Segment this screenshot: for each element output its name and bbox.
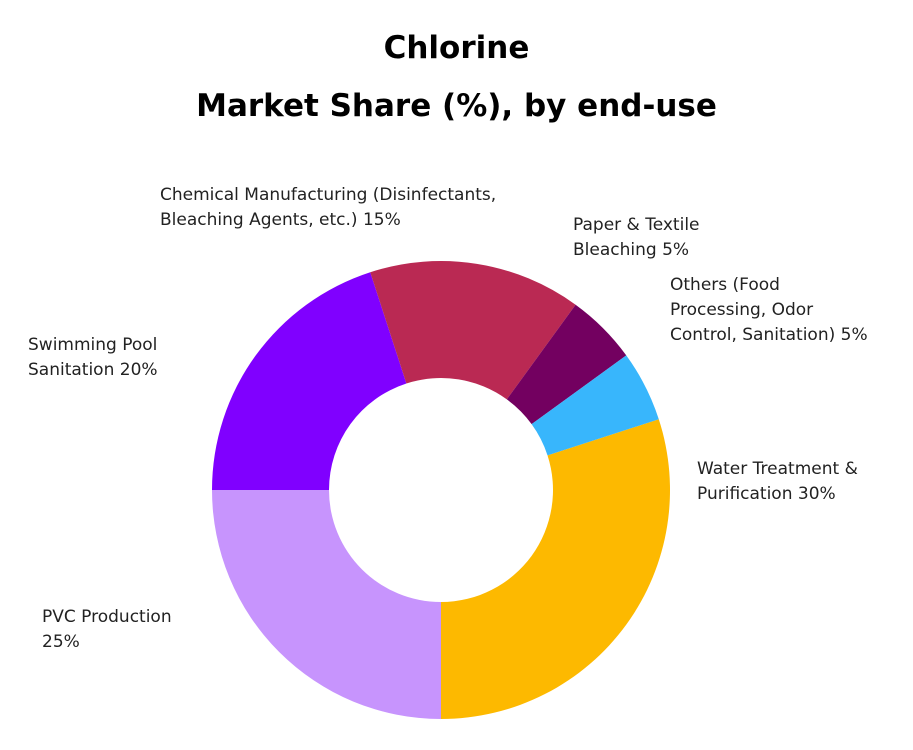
slice-label: Swimming Pool Sanitation 20% (28, 333, 208, 383)
donut-slice (212, 490, 441, 719)
donut-slice (370, 261, 576, 400)
value-label: 30% (797, 484, 836, 504)
slice-label: Chemical Manufacturing (Disinfectants, B… (160, 183, 500, 233)
category-label: PVC Production (42, 607, 172, 627)
value-label: 20% (119, 360, 158, 380)
category-label: Water Treatment & Purification (697, 459, 858, 504)
chart-title: Chlorine (383, 30, 530, 66)
donut-slice (531, 355, 659, 456)
category-label: Swimming Pool Sanitation (28, 335, 158, 380)
slice-label: Water Treatment & Purification 30% (697, 457, 887, 507)
donut-slice (441, 419, 670, 719)
category-label: Chemical Manufacturing (Disinfectants, B… (160, 185, 497, 230)
slice-label: Paper & Textile Bleaching 5% (573, 213, 743, 263)
category-label: Paper & Textile Bleaching (573, 215, 700, 260)
category-label: Others (Food Processing, Odor Control, S… (670, 275, 836, 345)
value-label: 5% (662, 240, 690, 260)
slice-label: PVC Production 25% (42, 605, 212, 655)
value-label: 15% (362, 210, 401, 230)
donut-slice (212, 272, 407, 490)
value-label: 5% (840, 325, 868, 345)
chart-subtitle: Market Share (%), by end-use (196, 88, 717, 124)
donut-slice (506, 304, 627, 425)
slice-label: Others (Food Processing, Odor Control, S… (670, 273, 870, 348)
value-label: 25% (42, 632, 80, 652)
